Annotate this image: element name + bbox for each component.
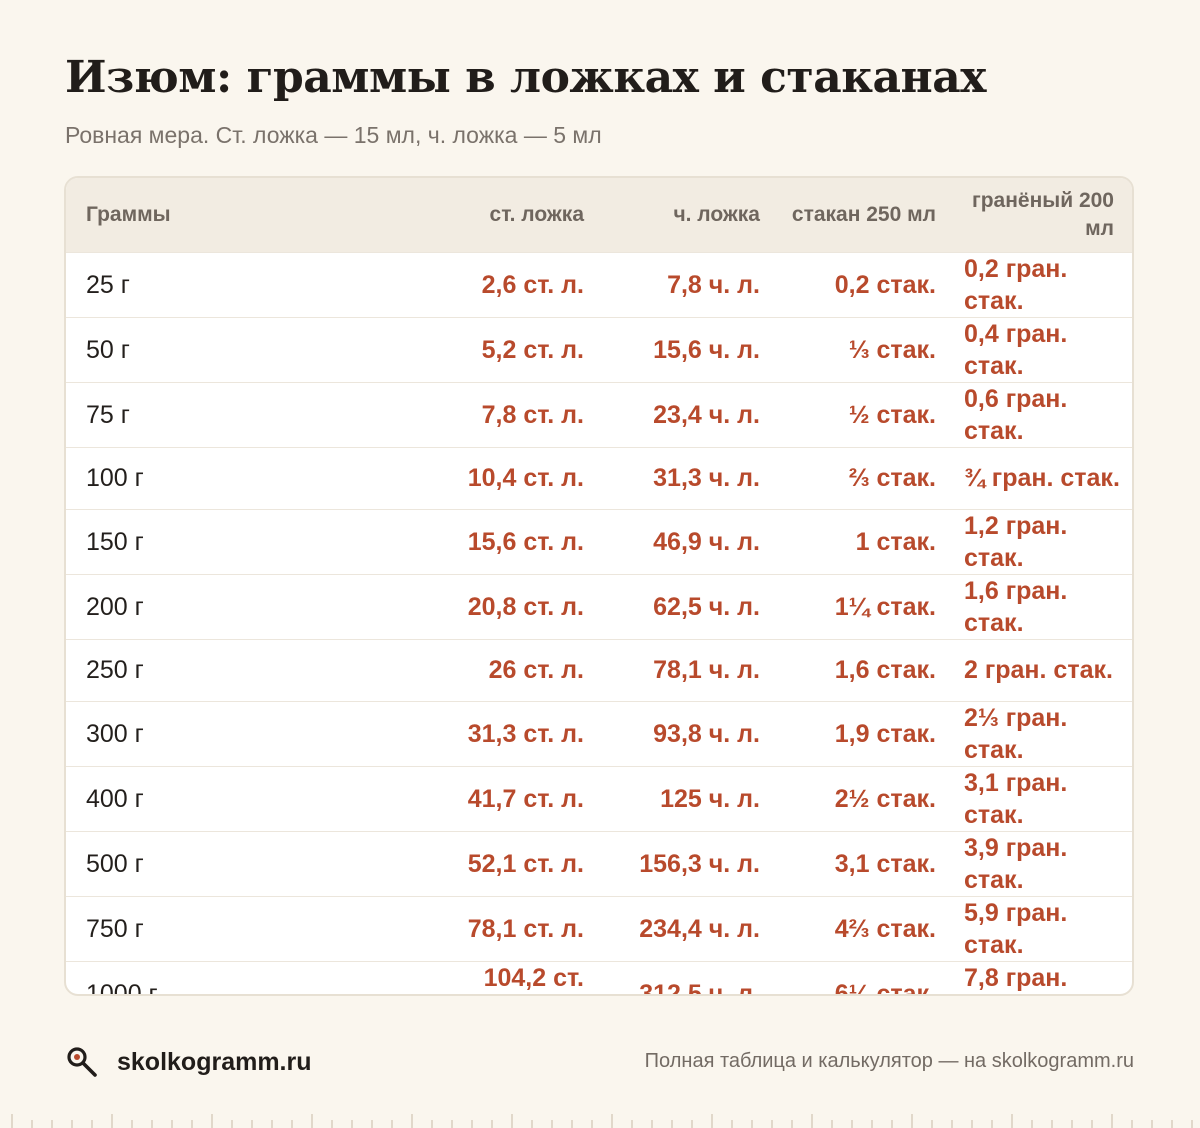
table-row: 500 г 52,1 ст. л. 156,3 ч. л. 3,1 стак. 3,9 … xyxy=(66,831,1132,896)
tablespoon-cell: 52,1 ст. л. xyxy=(467,849,584,878)
faceted-glass-cell: 2 гран. стак. xyxy=(964,656,1113,684)
table-header-row: Граммы ст. ложка ч. ложка стакан 250 мл … xyxy=(66,178,1132,252)
teaspoon-cell: 7,8 ч. л. xyxy=(667,270,760,299)
table-row: 400 г 41,7 ст. л. 125 ч. л. 2½ стак. 3,1 гра… xyxy=(66,766,1132,831)
teaspoon-cell: 125 ч. л. xyxy=(660,784,760,813)
teaspoon-cell: 15,6 ч. л. xyxy=(653,335,760,364)
grams-cell: 100 г xyxy=(86,464,144,492)
faceted-glass-cell: 0,2 гран. стак. xyxy=(964,254,1068,315)
faceted-glass-cell: 7,8 гран. стак. xyxy=(964,963,1068,992)
table-row: 200 г 20,8 ст. л. 62,5 ч. л. 1¼ стак. 1,6 гр… xyxy=(66,574,1132,639)
header-cup-250: стакан 250 мл xyxy=(791,202,936,226)
logo-text: skolkogramm.ru xyxy=(117,1047,312,1076)
teaspoon-cell: 46,9 ч. л. xyxy=(653,527,760,556)
teaspoon-cell: 93,8 ч. л. xyxy=(653,719,760,748)
cup-cell: 1¼ стак. xyxy=(834,592,936,621)
grams-cell: 250 г xyxy=(86,656,144,684)
header-tablespoon: ст. ложка xyxy=(489,202,584,226)
cup-cell: 2½ стак. xyxy=(834,784,936,813)
cup-cell: 0,2 стак. xyxy=(834,270,936,299)
grams-cell: 25 г xyxy=(86,270,130,299)
grams-cell: 75 г xyxy=(86,400,130,429)
table-row: 75 г 7,8 ст. л. 23,4 ч. л. ½ стак. 0,6 гран.… xyxy=(66,382,1132,447)
table-row: 1000 г 104,2 ст. л. 312,5 ч. л. 6¼ стак. 7,8… xyxy=(66,961,1132,996)
table-row: 300 г 31,3 ст. л. 93,8 ч. л. 1,9 стак. 2⅓ гр… xyxy=(66,701,1132,766)
grams-cell: 1000 г xyxy=(86,979,158,996)
cup-cell: ½ стак. xyxy=(848,400,936,429)
faceted-glass-cell: 2⅓ гран. стак. xyxy=(964,703,1068,764)
teaspoon-cell: 31,3 ч. л. xyxy=(653,464,760,492)
table-row: 50 г 5,2 ст. л. 15,6 ч. л. ⅓ стак. 0,4 гран.… xyxy=(66,317,1132,382)
page-title: Изюм: граммы в ложках и стаканах xyxy=(65,52,986,103)
tablespoon-cell: 5,2 ст. л. xyxy=(481,335,584,364)
grams-cell: 50 г xyxy=(86,335,130,364)
teaspoon-cell: 23,4 ч. л. xyxy=(653,400,760,429)
grams-cell: 150 г xyxy=(86,527,144,556)
tablespoon-cell: 7,8 ст. л. xyxy=(481,400,584,429)
ruler-decoration xyxy=(11,1114,1193,1128)
conversion-table: Граммы ст. ложка ч. ложка стакан 250 мл … xyxy=(66,178,1132,996)
teaspoon-cell: 234,4 ч. л. xyxy=(639,914,760,943)
cup-cell: 6¼ стак. xyxy=(834,979,936,996)
cup-cell: 1,6 стак. xyxy=(834,656,936,684)
faceted-glass-cell: 3,9 гран. стак. xyxy=(964,833,1068,894)
tablespoon-cell: 41,7 ст. л. xyxy=(467,784,584,813)
table-row: 750 г 78,1 ст. л. 234,4 ч. л. 4⅔ стак. 5,9 г… xyxy=(66,896,1132,961)
tablespoon-cell: 15,6 ст. л. xyxy=(467,527,584,556)
cup-cell: ⅔ стак. xyxy=(848,464,936,492)
table-row: 250 г 26 ст. л. 78,1 ч. л. 1,6 стак. 2 гран.… xyxy=(66,639,1132,701)
grams-cell: 300 г xyxy=(86,719,144,748)
table-row: 100 г 10,4 ст. л. 31,3 ч. л. ⅔ стак. ¾ гран.… xyxy=(66,447,1132,509)
tablespoon-cell: 78,1 ст. л. xyxy=(467,914,584,943)
grams-cell: 500 г xyxy=(86,849,144,878)
table-body: 25 г 2,6 ст. л. 7,8 ч. л. 0,2 стак. 0,2 гран… xyxy=(66,252,1132,996)
conversion-table-card: Граммы ст. ложка ч. ложка стакан 250 мл … xyxy=(64,176,1134,996)
faceted-glass-cell: 0,4 гран. стак. xyxy=(964,319,1068,380)
tablespoon-cell: 2,6 ст. л. xyxy=(481,270,584,299)
teaspoon-cell: 312,5 ч. л. xyxy=(639,979,760,996)
faceted-glass-cell: 1,2 гран. стак. xyxy=(964,511,1068,572)
teaspoon-cell: 156,3 ч. л. xyxy=(639,849,760,878)
teaspoon-cell: 62,5 ч. л. xyxy=(653,592,760,621)
faceted-glass-cell: 3,1 гран. стак. xyxy=(964,768,1068,829)
table-row: 25 г 2,6 ст. л. 7,8 ч. л. 0,2 стак. 0,2 гран… xyxy=(66,252,1132,317)
tablespoon-cell: 20,8 ст. л. xyxy=(467,592,584,621)
faceted-glass-cell: 5,9 гран. стак. xyxy=(964,898,1068,959)
tablespoon-cell: 10,4 ст. л. xyxy=(467,464,584,492)
tablespoon-cell: 31,3 ст. л. xyxy=(467,719,584,748)
grams-cell: 400 г xyxy=(86,784,144,813)
header-teaspoon: ч. ложка xyxy=(673,202,760,226)
table-row: 150 г 15,6 ст. л. 46,9 ч. л. 1 стак. 1,2 гра… xyxy=(66,509,1132,574)
cup-cell: 3,1 стак. xyxy=(834,849,936,878)
cup-cell: ⅓ стак. xyxy=(848,335,936,364)
faceted-glass-cell: 0,6 гран. стак. xyxy=(964,384,1068,445)
cup-cell: 4⅔ стак. xyxy=(834,914,936,943)
magnifier-icon xyxy=(67,1047,97,1077)
header-grams: Граммы xyxy=(86,202,171,226)
table-header: Граммы ст. ложка ч. ложка стакан 250 мл … xyxy=(66,178,1132,252)
header-faceted-glass-200: гранёный 200 мл xyxy=(971,188,1114,240)
tablespoon-cell: 26 ст. л. xyxy=(488,656,584,684)
cup-cell: 1,9 стак. xyxy=(834,719,936,748)
page-subtitle: Ровная мера. Ст. ложка — 15 мл, ч. ложка… xyxy=(65,122,602,148)
faceted-glass-cell: 1,6 гран. стак. xyxy=(964,576,1068,637)
grams-cell: 200 г xyxy=(86,592,144,621)
cup-cell: 1 стак. xyxy=(855,527,936,556)
footer-note: Полная таблица и калькулятор — на skolko… xyxy=(644,1050,1134,1072)
site-logo: skolkogramm.ru xyxy=(65,1045,312,1079)
faceted-glass-cell: ¾ гран. стак. xyxy=(964,464,1120,492)
teaspoon-cell: 78,1 ч. л. xyxy=(653,656,760,684)
grams-cell: 750 г xyxy=(86,914,144,943)
tablespoon-cell: 104,2 ст. л. xyxy=(483,963,584,992)
